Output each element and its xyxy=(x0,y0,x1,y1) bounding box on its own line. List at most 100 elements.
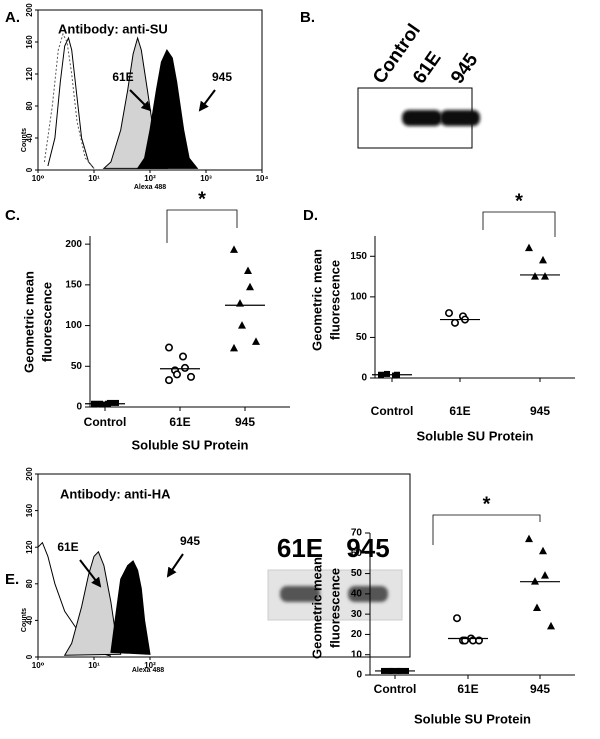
y-tick-label: 0 xyxy=(356,670,362,681)
x-tick-label: 61E xyxy=(457,682,478,696)
y-tick-label: 40 xyxy=(351,588,363,599)
data-point xyxy=(539,255,547,264)
histogram xyxy=(47,36,95,169)
significance-star: * xyxy=(198,188,206,210)
y-tick-label: 150 xyxy=(65,279,82,290)
lane-label: 945 xyxy=(447,49,483,87)
y-tick-label: 150 xyxy=(350,251,367,262)
blot-band xyxy=(402,110,442,126)
y-axis-label: fluorescence xyxy=(327,260,342,340)
y-tick-label: 50 xyxy=(356,332,368,343)
data-point xyxy=(113,399,119,406)
y-tick-label: 20 xyxy=(351,629,363,640)
x-tick-label: 10⁰ xyxy=(32,661,45,670)
y-tick-label: 40 xyxy=(25,133,34,142)
significance-star: * xyxy=(515,190,523,212)
data-point xyxy=(531,272,539,280)
data-point xyxy=(246,282,254,291)
y-axis-label: Counts xyxy=(21,608,28,632)
significance-bracket xyxy=(166,209,238,243)
x-axis-label: Alexa 488 xyxy=(132,667,164,674)
data-point xyxy=(99,401,105,408)
data-point xyxy=(238,321,246,329)
lane-label: 945 xyxy=(346,533,389,563)
arrow xyxy=(79,559,102,588)
data-point xyxy=(531,577,539,585)
y-axis-label: Geometric mean xyxy=(309,557,324,659)
y-tick-label: 0 xyxy=(361,373,367,384)
x-tick-label: 10² xyxy=(144,661,156,670)
data-point xyxy=(450,318,459,327)
y-tick-label: 40 xyxy=(25,615,34,624)
data-point xyxy=(187,372,196,381)
annotation: 945 xyxy=(180,534,200,548)
data-point xyxy=(384,370,390,377)
data-point xyxy=(541,571,549,579)
arrow xyxy=(166,553,184,578)
x-tick-label: 945 xyxy=(530,404,550,418)
data-point xyxy=(244,266,252,275)
blot-band xyxy=(440,110,480,126)
x-tick-label: 10¹ xyxy=(88,661,100,670)
lane-label: 61E xyxy=(277,533,323,563)
data-point xyxy=(165,376,174,385)
data-point xyxy=(525,534,533,543)
data-point xyxy=(181,363,190,372)
x-tick-label: 10⁴ xyxy=(256,174,269,183)
x-tick-label: Control xyxy=(371,404,414,418)
histogram xyxy=(136,48,199,169)
y-tick-label: 80 xyxy=(25,579,34,588)
y-tick-label: 0 xyxy=(25,654,34,659)
data-point xyxy=(547,621,555,630)
y-tick-label: 30 xyxy=(351,609,363,620)
significance-star: * xyxy=(483,493,491,515)
x-tick-label: 10³ xyxy=(200,174,212,183)
y-tick-label: 50 xyxy=(351,568,363,579)
panel-label: B. xyxy=(300,9,315,26)
y-tick-label: 10 xyxy=(351,649,363,660)
x-tick-label: 10² xyxy=(144,174,156,183)
lane-label: 61E xyxy=(409,48,446,88)
x-tick-label: 945 xyxy=(530,682,550,696)
annotation: 61E xyxy=(57,540,78,554)
data-point xyxy=(230,343,238,352)
y-tick-label: 200 xyxy=(65,239,82,250)
y-tick-label: 100 xyxy=(65,320,82,331)
arrow xyxy=(198,89,216,112)
x-axis-label: Alexa 488 xyxy=(134,184,166,191)
histogram xyxy=(110,560,151,655)
y-tick-label: 60 xyxy=(351,548,363,559)
y-tick-label: 70 xyxy=(351,528,363,539)
y-tick-label: 120 xyxy=(25,540,34,554)
y-axis-label: fluorescence xyxy=(327,568,342,648)
panel-label: C. xyxy=(5,207,20,224)
y-tick-label: 0 xyxy=(25,167,34,172)
data-point xyxy=(179,352,188,361)
antibody-label: Antibody: anti-SU xyxy=(58,21,168,36)
y-tick-label: 0 xyxy=(76,402,82,413)
arrow xyxy=(129,89,152,112)
data-point xyxy=(533,603,541,612)
y-tick-label: 50 xyxy=(71,361,83,372)
x-tick-label: 10¹ xyxy=(88,174,100,183)
y-axis-label: Counts xyxy=(21,128,28,152)
x-axis-label: Soluble SU Protein xyxy=(414,711,531,726)
plot-frame xyxy=(37,473,411,658)
y-axis-label: Geometric mean xyxy=(21,271,36,373)
x-tick-label: 61E xyxy=(449,404,470,418)
data-point xyxy=(107,399,113,406)
antibody-label: Antibody: anti-HA xyxy=(60,486,171,501)
x-tick-label: Control xyxy=(84,415,127,429)
y-tick-label: 160 xyxy=(25,35,34,49)
data-point xyxy=(230,245,238,253)
data-point xyxy=(252,337,260,345)
data-point xyxy=(541,272,549,280)
y-tick-label: 160 xyxy=(25,503,34,517)
x-tick-label: 61E xyxy=(169,415,190,429)
panel-label: D. xyxy=(303,207,318,224)
data-point xyxy=(539,546,547,555)
blot-band xyxy=(280,586,320,602)
y-axis-label: fluorescence xyxy=(39,282,54,362)
x-tick-label: 10⁰ xyxy=(32,174,45,183)
